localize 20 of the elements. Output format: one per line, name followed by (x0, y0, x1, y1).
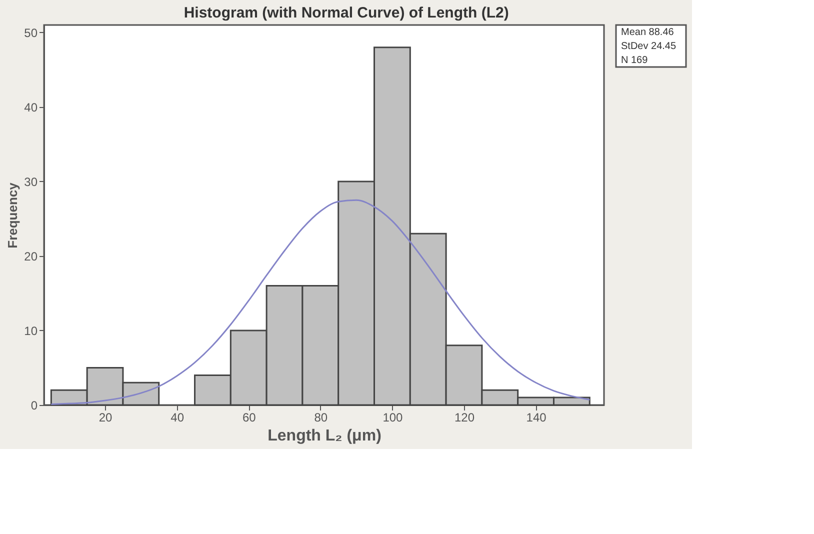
y-tick-label: 10 (24, 324, 38, 338)
x-tick-label: 80 (314, 410, 328, 424)
y-axis-title: Frequency (5, 182, 20, 248)
y-tick-label: 30 (24, 174, 38, 189)
y-tick-label: 40 (24, 100, 38, 114)
x-tick-label: 120 (454, 410, 475, 424)
x-tick-label: 40 (170, 410, 184, 424)
text: StDev 24.45 (621, 41, 676, 52)
x-tick-label: 100 (382, 410, 404, 424)
text: N 169 (621, 55, 648, 66)
x-tick-label: 60 (242, 410, 256, 424)
chart-title: Histogram (with Normal Curve) of Length (L2) (184, 4, 509, 22)
x-tick-label: 140 (526, 410, 547, 424)
x-tick-label: 20 (98, 410, 113, 424)
line-series (50, 199, 590, 406)
y-tick-label: 50 (24, 26, 38, 40)
text: Mean 88.46 (621, 27, 674, 38)
y-tick-label: 20 (24, 249, 38, 264)
y-tick-label: 0 (30, 398, 38, 412)
x-axis-title: Length L₂ (μm) (268, 428, 382, 444)
